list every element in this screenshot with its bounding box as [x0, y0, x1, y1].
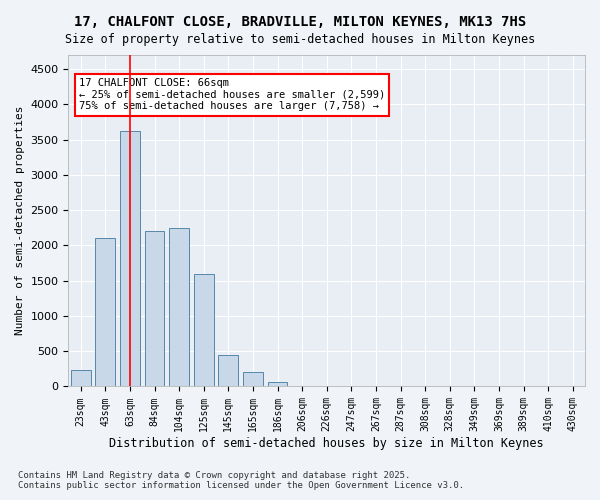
- Bar: [71, 370, 91, 386]
- Bar: [95, 238, 115, 386]
- Bar: [268, 382, 287, 386]
- Bar: [169, 228, 189, 386]
- X-axis label: Distribution of semi-detached houses by size in Milton Keynes: Distribution of semi-detached houses by …: [109, 437, 544, 450]
- Text: 17, CHALFONT CLOSE, BRADVILLE, MILTON KEYNES, MK13 7HS: 17, CHALFONT CLOSE, BRADVILLE, MILTON KE…: [74, 15, 526, 29]
- Text: 17 CHALFONT CLOSE: 66sqm
← 25% of semi-detached houses are smaller (2,599)
75% o: 17 CHALFONT CLOSE: 66sqm ← 25% of semi-d…: [79, 78, 385, 112]
- Bar: [194, 274, 214, 386]
- Bar: [120, 131, 140, 386]
- Bar: [218, 354, 238, 386]
- Text: Contains HM Land Registry data © Crown copyright and database right 2025.
Contai: Contains HM Land Registry data © Crown c…: [18, 470, 464, 490]
- Bar: [145, 232, 164, 386]
- Text: Size of property relative to semi-detached houses in Milton Keynes: Size of property relative to semi-detach…: [65, 32, 535, 46]
- Y-axis label: Number of semi-detached properties: Number of semi-detached properties: [15, 106, 25, 336]
- Bar: [243, 372, 263, 386]
